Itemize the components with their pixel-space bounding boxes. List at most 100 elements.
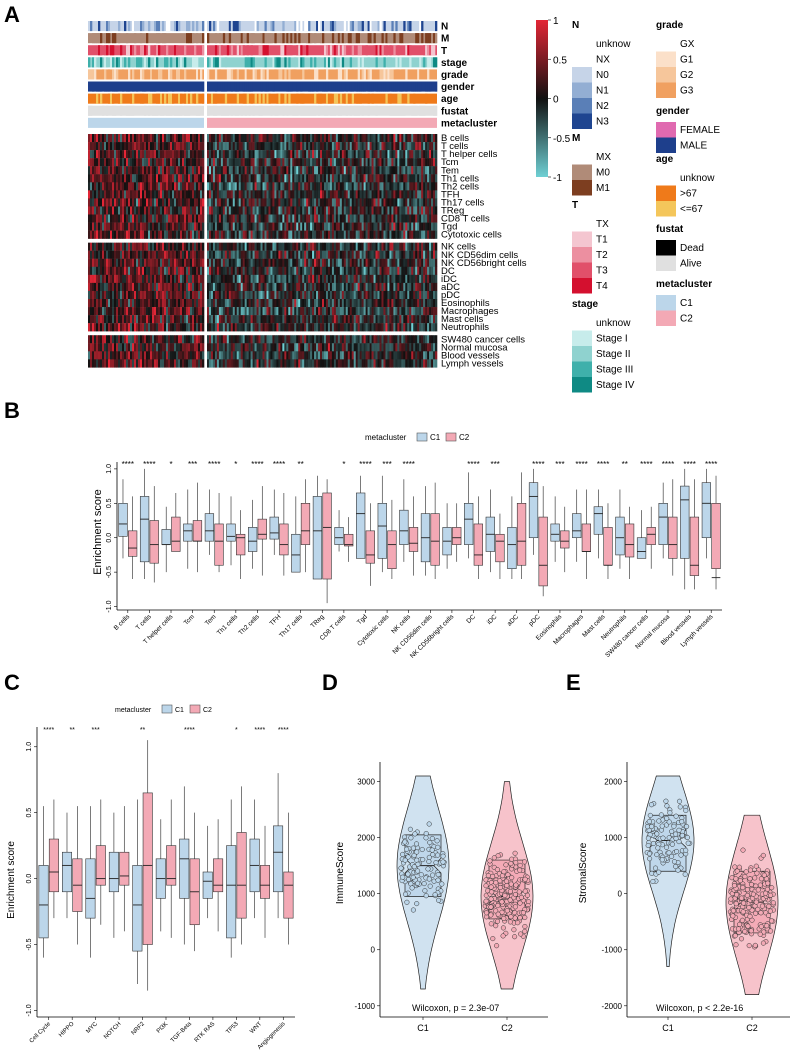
heatmap-cell: [258, 134, 261, 143]
heatmap-cell: [375, 282, 378, 292]
heatmap-cell: [124, 190, 127, 199]
heatmap-cell: [365, 274, 368, 284]
heatmap-cell: [134, 323, 137, 332]
heatmap-cell: [383, 174, 386, 183]
heatmap-cell: [284, 230, 287, 239]
heatmap-cell: [363, 182, 366, 191]
heatmap-cell: [365, 222, 368, 231]
heatmap-cell: [166, 242, 169, 251]
heatmap-cell: [128, 299, 131, 308]
heatmap-cell: [124, 222, 127, 231]
heatmap-cell: [166, 158, 169, 167]
heatmap-cell: [252, 258, 255, 267]
heatmap-cell: [92, 150, 95, 159]
annotation-track-cell: [110, 45, 113, 56]
heatmap-cell: [188, 266, 191, 276]
heatmap-cell: [236, 166, 240, 175]
heatmap-cell: [308, 323, 311, 332]
heatmap-cell: [196, 250, 199, 259]
heatmap-cell: [150, 290, 153, 300]
heatmap-cell: [168, 250, 171, 259]
heatmap-cell: [194, 307, 197, 316]
annotation-track-cell: [391, 81, 394, 92]
heatmap-cell: [88, 222, 91, 231]
heatmap-cell: [100, 158, 103, 167]
annotation-track-cell: [208, 21, 212, 32]
heatmap-cell: [236, 214, 240, 223]
heatmap-cell: [164, 315, 167, 324]
heatmap-cell: [120, 258, 123, 267]
heatmap-cell: [112, 250, 115, 259]
heatmap-cell: [242, 142, 245, 151]
heatmap-cell: [254, 166, 257, 175]
heatmap-cell: [329, 282, 333, 292]
heatmap-cell: [270, 290, 273, 300]
heatmap-cell: [110, 230, 113, 239]
heatmap-cell: [106, 274, 109, 284]
heatmap-cell: [417, 214, 420, 223]
heatmap-cell: [238, 150, 241, 159]
heatmap-cell: [240, 158, 243, 167]
heatmap-cell: [110, 150, 113, 159]
heatmap-cell: [134, 230, 137, 239]
heatmap-cell: [242, 315, 245, 324]
heatmap-cell: [140, 307, 143, 316]
heatmap-cell: [401, 206, 404, 215]
annotation-track-cell: [367, 69, 370, 80]
heatmap-cell: [385, 274, 388, 284]
heatmap-cell: [262, 158, 265, 167]
heatmap-cell: [214, 222, 218, 231]
heatmap-cell: [222, 158, 226, 167]
heatmap-cell: [322, 174, 325, 183]
heatmap-cell: [170, 174, 173, 183]
annotation-track-cell: [397, 45, 400, 56]
heatmap-cell: [314, 315, 317, 324]
heatmap-cell: [236, 222, 240, 231]
heatmap-cell: [329, 250, 333, 259]
heatmap-cell: [415, 182, 418, 191]
heatmap-cell: [417, 266, 420, 276]
heatmap-cell: [152, 315, 155, 324]
heatmap-cell: [308, 174, 311, 183]
heatmap-cell: [335, 290, 339, 300]
heatmap-cell: [128, 214, 131, 223]
heatmap-cell: [339, 242, 343, 251]
heatmap-cell: [114, 214, 117, 223]
heatmap-cell: [88, 190, 91, 199]
annotation-track-cell: [276, 93, 279, 104]
heatmap-cell: [226, 282, 230, 292]
heatmap-cell: [357, 222, 360, 231]
heatmap-cell: [220, 274, 224, 284]
heatmap-cell: [234, 266, 238, 276]
heatmap-cell: [150, 230, 153, 239]
heatmap-cell: [258, 198, 261, 207]
heatmap-cell: [337, 258, 341, 267]
heatmap-cell: [128, 266, 131, 276]
annotation-track-cell: [258, 93, 261, 104]
heatmap-cell: [166, 214, 169, 223]
heatmap-cell: [407, 299, 410, 308]
heatmap-cell: [435, 222, 438, 231]
heatmap-cell: [174, 150, 177, 159]
heatmap-cell: [308, 206, 311, 215]
heatmap-cell: [282, 206, 285, 215]
heatmap-cell: [232, 266, 236, 276]
heatmap-cell: [238, 206, 241, 215]
heatmap-cell: [240, 134, 243, 143]
heatmap-cell: [280, 307, 283, 316]
heatmap-cell: [435, 174, 438, 183]
heatmap-cell: [300, 315, 303, 324]
heatmap-cell: [258, 250, 261, 259]
annotation-track-cell: [383, 57, 386, 68]
heatmap-cell: [351, 266, 355, 276]
heatmap-cell: [347, 250, 351, 259]
heatmap-cell: [280, 142, 283, 151]
heatmap-cell: [345, 206, 349, 215]
heatmap-cell: [409, 315, 412, 324]
heatmap-cell: [387, 282, 390, 292]
heatmap-cell: [158, 222, 161, 231]
heatmap-cell: [367, 307, 370, 316]
heatmap-cell: [230, 230, 234, 239]
heatmap-cell: [306, 142, 309, 151]
heatmap-cell: [178, 174, 181, 183]
